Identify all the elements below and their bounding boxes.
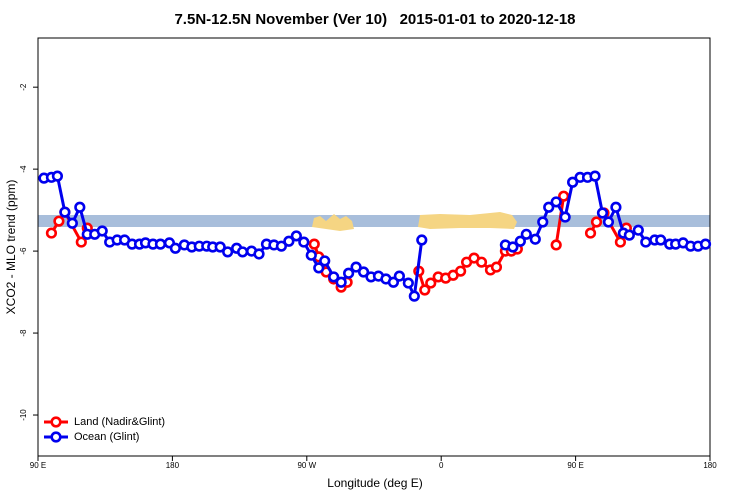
point [350, 261, 362, 273]
point [520, 228, 532, 240]
point [655, 234, 667, 246]
x-tick-label: 180 [703, 461, 717, 470]
legend-marker [50, 431, 62, 443]
point [419, 284, 431, 296]
point [514, 235, 526, 247]
point [169, 242, 181, 254]
y-axis-label: XCO2 - MLO trend (ppm) [4, 180, 18, 315]
point [408, 290, 420, 302]
point [614, 236, 627, 248]
point [529, 233, 541, 245]
point [154, 238, 167, 250]
y-tick-label: -4 [19, 165, 28, 173]
point [632, 224, 644, 236]
point [402, 277, 414, 289]
legend-label: Land (Nadir&Glint) [74, 416, 165, 428]
y-tick-label: -2 [19, 83, 28, 91]
point [283, 235, 295, 247]
point [550, 196, 562, 208]
y-tick-label: -10 [19, 409, 28, 421]
x-tick-label: 0 [439, 461, 444, 470]
x-tick-label: 180 [166, 461, 180, 470]
point [416, 234, 428, 246]
point [455, 265, 467, 277]
point [313, 262, 325, 274]
point [550, 239, 562, 251]
point [51, 170, 64, 182]
point [328, 271, 340, 283]
point [589, 170, 601, 182]
point [537, 216, 549, 228]
point [53, 215, 65, 227]
point [590, 216, 603, 228]
point [610, 201, 622, 213]
point [319, 255, 331, 267]
point [45, 227, 58, 239]
x-tick-label: 90 E [567, 461, 583, 470]
point [236, 246, 249, 258]
point [584, 227, 597, 239]
point [335, 276, 347, 288]
y-tick-label: -6 [19, 247, 28, 255]
point [490, 261, 503, 273]
chart-title: 7.5N-12.5N November (Ver 10) 2015-01-01 … [174, 11, 575, 28]
point [567, 176, 579, 188]
point [275, 240, 288, 252]
point [475, 256, 488, 268]
point [543, 201, 555, 213]
point [596, 207, 609, 219]
land-shape [418, 212, 517, 229]
point [75, 236, 87, 248]
point [290, 230, 302, 242]
point [357, 266, 370, 278]
point [425, 277, 437, 289]
x-axis-label: Longitude (deg E) [327, 476, 422, 490]
point [640, 236, 652, 248]
legend-marker [50, 416, 62, 428]
x-tick-label: 90 W [297, 461, 316, 470]
point [74, 201, 86, 213]
legend-label: Ocean (Glint) [74, 431, 139, 443]
point [393, 270, 405, 282]
point [214, 241, 226, 253]
point [343, 267, 355, 279]
point [96, 225, 108, 237]
point [253, 248, 265, 260]
point [507, 241, 519, 253]
point [602, 216, 615, 228]
point [305, 249, 317, 261]
point [558, 190, 570, 202]
point [699, 238, 712, 250]
point [298, 236, 310, 248]
point [308, 238, 320, 250]
land-shape [312, 214, 354, 231]
x-tick-label: 90 E [30, 461, 46, 470]
point [559, 211, 571, 223]
point [59, 206, 71, 218]
y-tick-label: -8 [19, 329, 28, 337]
point [222, 246, 234, 258]
point [66, 217, 78, 229]
point [623, 229, 635, 241]
